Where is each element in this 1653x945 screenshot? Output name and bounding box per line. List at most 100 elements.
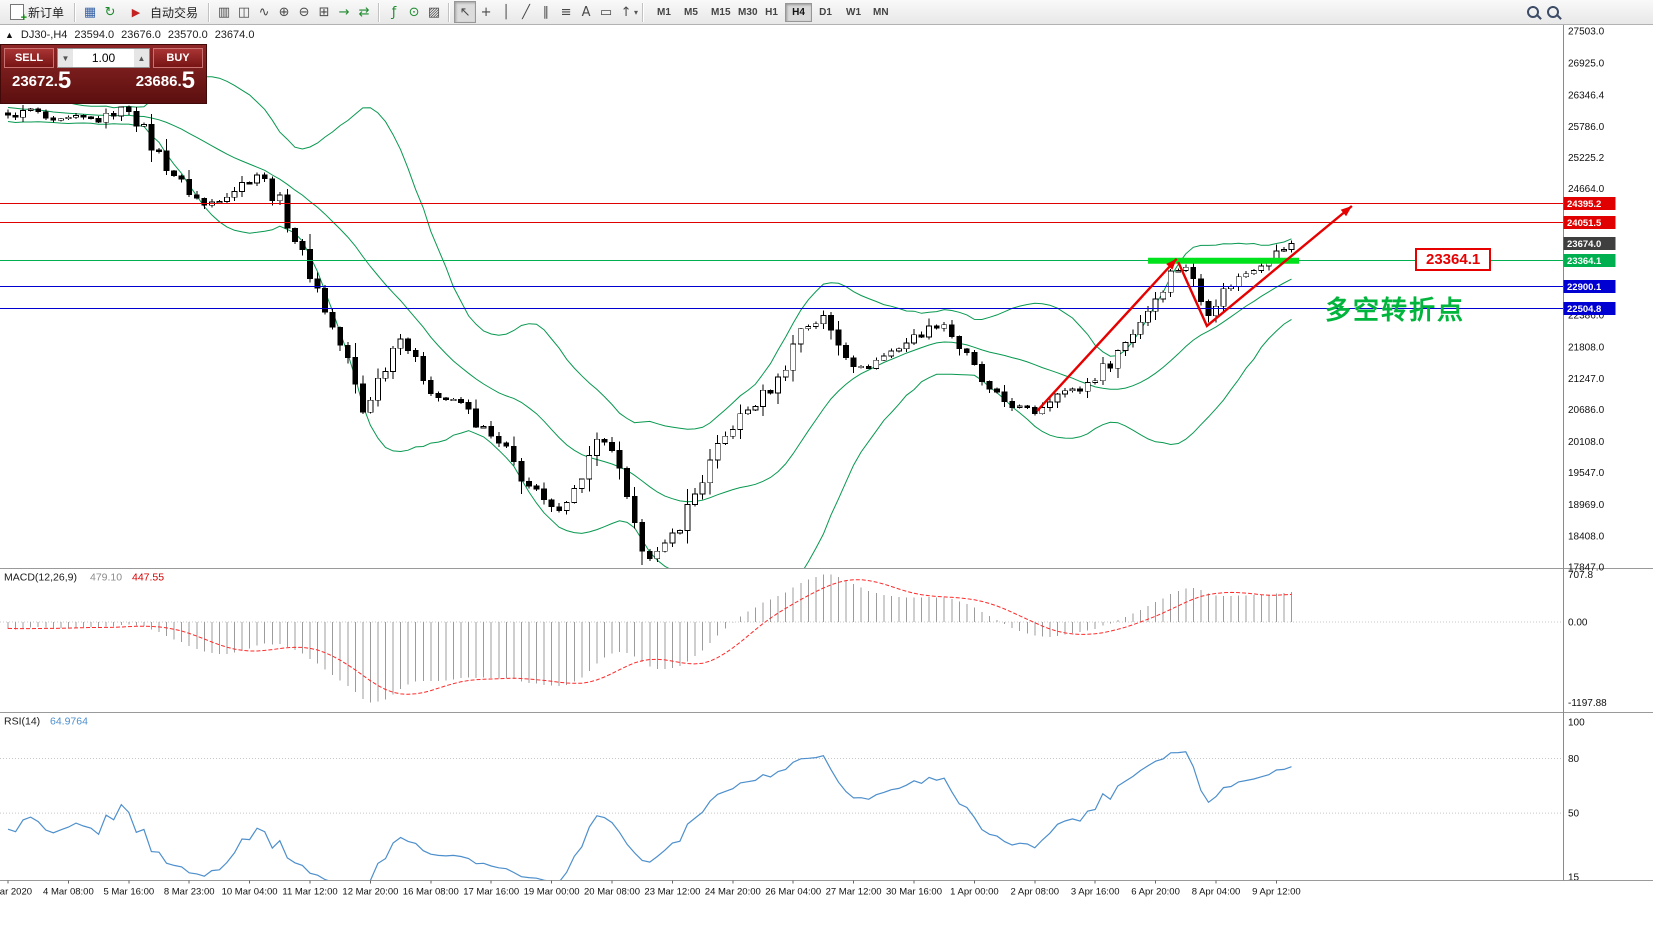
time-axis-label: 27 Mar 12:00 (826, 887, 882, 898)
price-axis-label: 27503.0 (1568, 27, 1605, 38)
time-axis-label: 8 Mar 23:00 (164, 887, 215, 898)
auto-scroll-icon[interactable]: → (338, 4, 350, 20)
macd-label: MACD(12,26,9) (4, 572, 77, 584)
shapes-dropdown-icon[interactable]: ▾ (634, 7, 639, 17)
time-axis-label: 30 Mar 16:00 (886, 887, 942, 898)
time-axis-label: 11 Mar 12:00 (282, 887, 337, 898)
price-axis-label: 18408.0 (1568, 531, 1605, 542)
timeframe-M1[interactable]: M1 (650, 3, 677, 22)
timeframe-H1[interactable]: H1 (758, 3, 785, 22)
chart-window-icon[interactable]: ▦ (83, 4, 97, 20)
price-tag-value: 24051.5 (1567, 218, 1602, 229)
new-order-button[interactable]: 新订单 (4, 2, 70, 24)
time-axis-label: 8 Apr 04:00 (1192, 887, 1241, 898)
rsi-value: 64.9764 (50, 716, 88, 728)
timeframe-M5[interactable]: M5 (677, 3, 704, 22)
autotrading-button[interactable]: ▶ 自动交易 (120, 2, 204, 23)
timeframe-W1[interactable]: W1 (839, 3, 866, 22)
toolbar-separator (74, 2, 77, 22)
candlestick-chart-icon[interactable]: ◫ (237, 4, 251, 20)
time-axis-label: 1 Apr 00:00 (950, 887, 999, 898)
macd-signal-value: 447.55 (132, 572, 164, 584)
trendline-icon[interactable]: ╱ (522, 4, 530, 20)
autotrading-icon: ▶ (131, 5, 141, 19)
time-axis-label: 2 Apr 08:00 (1010, 887, 1059, 898)
time-axis-label: 10 Mar 04:00 (222, 887, 278, 898)
price-axis-label: 20108.0 (1568, 437, 1605, 448)
rsi-axis-label: 50 (1568, 809, 1580, 820)
templates-icon[interactable]: ▨ (427, 4, 441, 20)
zoom-tool-icon[interactable] (1543, 2, 1563, 22)
price-axis-label: 22386.0 (1568, 311, 1605, 322)
price-tag-value: 24395.2 (1567, 199, 1601, 210)
magnifier-icon (1547, 6, 1559, 18)
rsi-panel (0, 751, 1563, 881)
time-axis-label: 17 Mar 16:00 (463, 887, 519, 898)
toolbar-separator (378, 2, 381, 22)
chart-window: MACD(12,26,9) 479.10 447.55 707.8 0.00 -1197.… (0, 25, 1653, 945)
symbol-period-label: DJ30-,H4 (20, 29, 68, 41)
search-icon[interactable] (1523, 2, 1543, 22)
volume-increase-button[interactable]: ▲ (134, 49, 149, 67)
volume-decrease-button[interactable]: ▼ (58, 49, 73, 67)
cursor-icon[interactable]: ↖ (454, 1, 477, 23)
chart-shift-icon[interactable]: ⇄ (358, 4, 370, 20)
price-axis[interactable]: 27503.0 26925.0 26346.4 25786.0 25225.2 24664… (1563, 27, 1616, 574)
new-order-label: 新订单 (28, 5, 65, 20)
crosshair-icon[interactable]: + (480, 4, 492, 20)
time-axis[interactable]: 3 Mar 2020 4 Mar 08:00 5 Mar 16:00 8 Mar 23… (0, 880, 1301, 898)
refresh-icon[interactable]: ↻ (104, 4, 116, 20)
price-tag (1563, 301, 1616, 315)
high-value: 23676.0 (121, 29, 161, 41)
channel-icon[interactable]: ∥ (542, 4, 550, 20)
time-axis-label: 3 Mar 2020 (0, 887, 32, 898)
toolbar-separator (208, 2, 211, 22)
autotrading-label: 自动交易 (150, 5, 199, 20)
timeframe-D1[interactable]: D1 (812, 3, 839, 22)
sell-price[interactable]: 23672. 5 (12, 69, 71, 93)
periods-icon[interactable]: ⊙ (408, 4, 420, 20)
price-axis-label: 21808.0 (1568, 343, 1605, 354)
macd-signal-line (7, 579, 1292, 695)
text-icon[interactable]: A (581, 4, 591, 20)
zoom-out-icon[interactable]: ⊖ (298, 4, 310, 20)
open-value: 23594.0 (74, 29, 115, 41)
macd-histogram (7, 574, 1292, 703)
timeframe-MN[interactable]: MN (866, 3, 893, 22)
rsi-label: RSI(14) (4, 716, 40, 728)
chart-canvas[interactable]: MACD(12,26,9) 479.10 447.55 707.8 0.00 -1197.… (0, 25, 1653, 945)
volume-value[interactable]: 1.00 (91, 51, 116, 65)
price-tag-value: 22504.8 (1567, 304, 1601, 315)
indicators-icon[interactable]: ƒ (391, 4, 397, 20)
price-tag-value: 22900.1 (1567, 282, 1602, 293)
price-axis-label: 24664.0 (1568, 184, 1605, 195)
zoom-in-icon[interactable]: ⊕ (278, 4, 290, 20)
shapes-icon[interactable]: ↑ (620, 4, 632, 20)
close-value: 23674.0 (214, 29, 255, 41)
timeframe-M15[interactable]: M15 (704, 3, 731, 22)
fibonacci-icon[interactable]: ≡ (560, 4, 572, 20)
tile-windows-icon[interactable]: ⊞ (318, 4, 330, 20)
buy-price[interactable]: 23686. 5 (136, 69, 195, 93)
price-tag-value: 23364.1 (1567, 256, 1602, 267)
time-axis-label: 23 Mar 12:00 (644, 887, 700, 898)
trend-arrow[interactable] (1177, 205, 1353, 328)
vertical-line-icon[interactable]: │ (502, 4, 510, 20)
time-axis-label: 5 Mar 16:00 (103, 887, 154, 898)
timeframe-M30[interactable]: M30 (731, 3, 758, 22)
text-label-icon[interactable]: ▭ (599, 4, 613, 20)
bar-chart-icon[interactable]: ▥ (217, 4, 231, 20)
line-chart-icon[interactable]: ∿ (258, 4, 270, 20)
buy-button[interactable]: BUY (153, 48, 203, 68)
turning-point-label[interactable]: 多空转折点 (1325, 295, 1466, 325)
price-tag (1563, 254, 1616, 268)
macd-main-value: 479.10 (90, 572, 122, 584)
price-axis-label: 19547.0 (1568, 468, 1605, 479)
sell-button[interactable]: SELL (4, 48, 54, 68)
volume-stepper[interactable]: ▼ 1.00 ▲ (57, 48, 150, 68)
price-axis-label: 17847.0 (1568, 563, 1605, 574)
timeframe-H4[interactable]: H4 (785, 2, 813, 22)
price-callout[interactable]: 23364.1 (1415, 248, 1492, 271)
trend-arrow[interactable] (1036, 257, 1178, 412)
timeframe-group: M1 M5 M15 M30 H1 H4 D1 W1 MN (650, 2, 893, 22)
